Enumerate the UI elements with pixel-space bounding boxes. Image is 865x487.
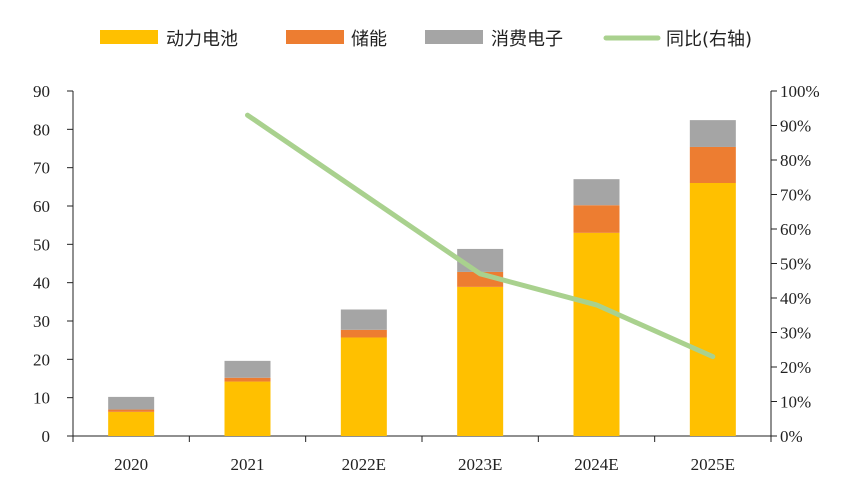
legend-label: 动力电池 bbox=[166, 29, 238, 50]
x-axis-tick-label: 2025E bbox=[691, 455, 735, 474]
bar-segment bbox=[340, 337, 387, 436]
right-axis-tick-label: 30% bbox=[780, 324, 811, 343]
bar-segment bbox=[224, 377, 271, 382]
bar-segment bbox=[689, 146, 736, 183]
legend-swatch bbox=[425, 30, 483, 44]
left-axis-tick-label: 50 bbox=[33, 235, 50, 254]
legend-swatch bbox=[100, 30, 158, 44]
left-axis-tick-label: 70 bbox=[33, 159, 50, 178]
bar-segment bbox=[224, 360, 271, 378]
legend-label: 储能 bbox=[351, 29, 387, 50]
bar-segment bbox=[224, 381, 271, 436]
right-axis-tick-label: 10% bbox=[780, 393, 811, 412]
right-axis-tick-label: 60% bbox=[780, 220, 811, 239]
left-axis-tick-label: 80 bbox=[33, 120, 50, 139]
bar-segment bbox=[573, 232, 620, 436]
bar-segment bbox=[340, 309, 387, 330]
legend-swatch bbox=[286, 30, 344, 44]
left-axis-tick-label: 20 bbox=[33, 350, 50, 369]
bar-segment bbox=[573, 205, 620, 233]
right-axis-tick-label: 40% bbox=[780, 289, 811, 308]
x-axis-tick-label: 2020 bbox=[114, 455, 148, 474]
legend-label: 同比(右轴) bbox=[666, 29, 752, 50]
bar-segment bbox=[689, 120, 736, 147]
left-axis-tick-label: 30 bbox=[33, 312, 50, 331]
bar-segment bbox=[457, 286, 504, 436]
right-axis-tick-label: 100% bbox=[780, 82, 820, 101]
legend: 动力电池 储能 消费电子 同比(右轴) bbox=[100, 29, 752, 50]
right-axis-tick-label: 50% bbox=[780, 255, 811, 274]
bars bbox=[108, 120, 736, 436]
right-axis-tick-label: 80% bbox=[780, 151, 811, 170]
x-axis-tick-label: 2024E bbox=[574, 455, 618, 474]
axes: 0 10 20 30 40 50 60 70 80 90 0% 10% 20% 30% 40% 50% 60% 7… bbox=[33, 82, 820, 474]
right-axis-tick-label: 0% bbox=[780, 427, 803, 446]
left-axis-tick-label: 10 bbox=[33, 389, 50, 408]
bar-segment bbox=[108, 396, 155, 410]
bar-segment bbox=[108, 409, 155, 412]
x-axis-tick-label: 2022E bbox=[342, 455, 386, 474]
right-axis-tick-label: 20% bbox=[780, 358, 811, 377]
left-axis-tick-label: 90 bbox=[33, 82, 50, 101]
bar-segment bbox=[573, 179, 620, 206]
bar-segment bbox=[108, 411, 155, 436]
left-axis-tick-label: 60 bbox=[33, 197, 50, 216]
legend-label: 消费电子 bbox=[491, 29, 563, 50]
left-axis-tick-label: 0 bbox=[42, 427, 51, 446]
left-axis-tick-label: 40 bbox=[33, 274, 50, 293]
right-axis-tick-label: 90% bbox=[780, 117, 811, 136]
line-series bbox=[245, 112, 716, 360]
bar-segment bbox=[340, 329, 387, 338]
bar-segment bbox=[689, 183, 736, 436]
right-axis-tick-label: 70% bbox=[780, 186, 811, 205]
x-axis-tick-label: 2023E bbox=[458, 455, 502, 474]
x-axis-tick-label: 2021 bbox=[231, 455, 265, 474]
